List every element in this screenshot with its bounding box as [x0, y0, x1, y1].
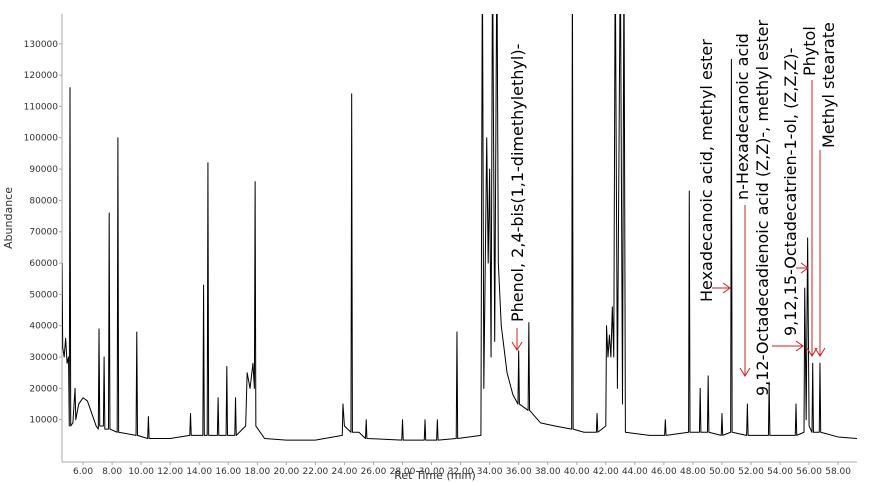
- x-tick-label: 12.00: [157, 467, 183, 477]
- x-tick-label: 24.00: [332, 467, 358, 477]
- annotation: Methyl stearate: [819, 22, 838, 148]
- x-tick-label: 44.00: [622, 467, 648, 477]
- arrow: [772, 340, 804, 352]
- arrow: [814, 150, 826, 357]
- y-tick-label: 40000: [29, 322, 58, 332]
- x-tick-label: 36.00: [506, 467, 532, 477]
- arrow: [511, 328, 523, 351]
- x-tick-label: 54.00: [767, 467, 793, 477]
- y-tick-label: 30000: [29, 353, 58, 363]
- y-tick-label: 120000: [24, 71, 59, 81]
- y-axis-title: Abundance: [2, 187, 15, 249]
- annotation: Hexadecanoic acid, methyl ester: [697, 39, 716, 302]
- x-tick-label: 46.00: [651, 467, 677, 477]
- x-tick-label: 10.00: [128, 467, 154, 477]
- arrow: [739, 205, 751, 377]
- y-tick-label: 70000: [29, 228, 58, 238]
- y-tick-label: 90000: [29, 165, 58, 175]
- y-tick-label: 20000: [29, 384, 58, 394]
- x-tick-label: 48.00: [680, 467, 706, 477]
- y-tick-label: 60000: [29, 259, 58, 269]
- arrow: [796, 262, 809, 274]
- x-tick-label: 26.00: [361, 467, 387, 477]
- y-tick-label: 130000: [24, 40, 59, 50]
- x-tick-label: 20.00: [273, 467, 299, 477]
- x-tick-label: 52.00: [738, 467, 764, 477]
- x-tick-label: 34.00: [477, 467, 503, 477]
- x-tick-label: 40.00: [564, 467, 590, 477]
- annotation: Phenol, 2,4-bis(1,1-dimethylethyl)-: [508, 44, 527, 322]
- y-tick-label: 110000: [24, 102, 59, 112]
- x-tick-label: 56.00: [796, 467, 822, 477]
- x-tick-label: 28.00: [390, 467, 416, 477]
- x-tick-label: 50.00: [709, 467, 735, 477]
- y-tick-label: 50000: [29, 290, 58, 300]
- arrow: [712, 282, 731, 294]
- x-tick-label: 38.00: [535, 467, 561, 477]
- chromatogram-line: [62, 14, 857, 441]
- annotation: n-Hexadecanoic acid: [733, 33, 752, 200]
- annotation: 9,12,15-Octadecatrien-1-ol, (Z,Z,Z)-: [781, 48, 800, 336]
- x-tick-label: 8.00: [102, 467, 122, 477]
- x-tick-label: 42.00: [593, 467, 619, 477]
- y-tick-label: 10000: [29, 416, 58, 426]
- arrow: [806, 80, 818, 357]
- x-tick-label: 32.00: [448, 467, 474, 477]
- x-tick-label: 16.00: [215, 467, 241, 477]
- y-tick-label: 100000: [24, 134, 59, 144]
- x-tick-label: 6.00: [73, 467, 93, 477]
- y-tick-label: 80000: [29, 196, 58, 206]
- annotation: 9,12-Octadecadienoic acid (Z,Z)-, methyl…: [753, 20, 772, 396]
- x-axis-title: Ret Time (min): [394, 469, 475, 482]
- x-tick-label: 30.00: [419, 467, 445, 477]
- x-tick-label: 58.00: [825, 467, 851, 477]
- x-tick-label: 22.00: [303, 467, 329, 477]
- x-tick-label: 14.00: [186, 467, 212, 477]
- annotation: Phytol: [800, 26, 819, 76]
- arrows: [511, 80, 826, 377]
- x-tick-label: 18.00: [244, 467, 270, 477]
